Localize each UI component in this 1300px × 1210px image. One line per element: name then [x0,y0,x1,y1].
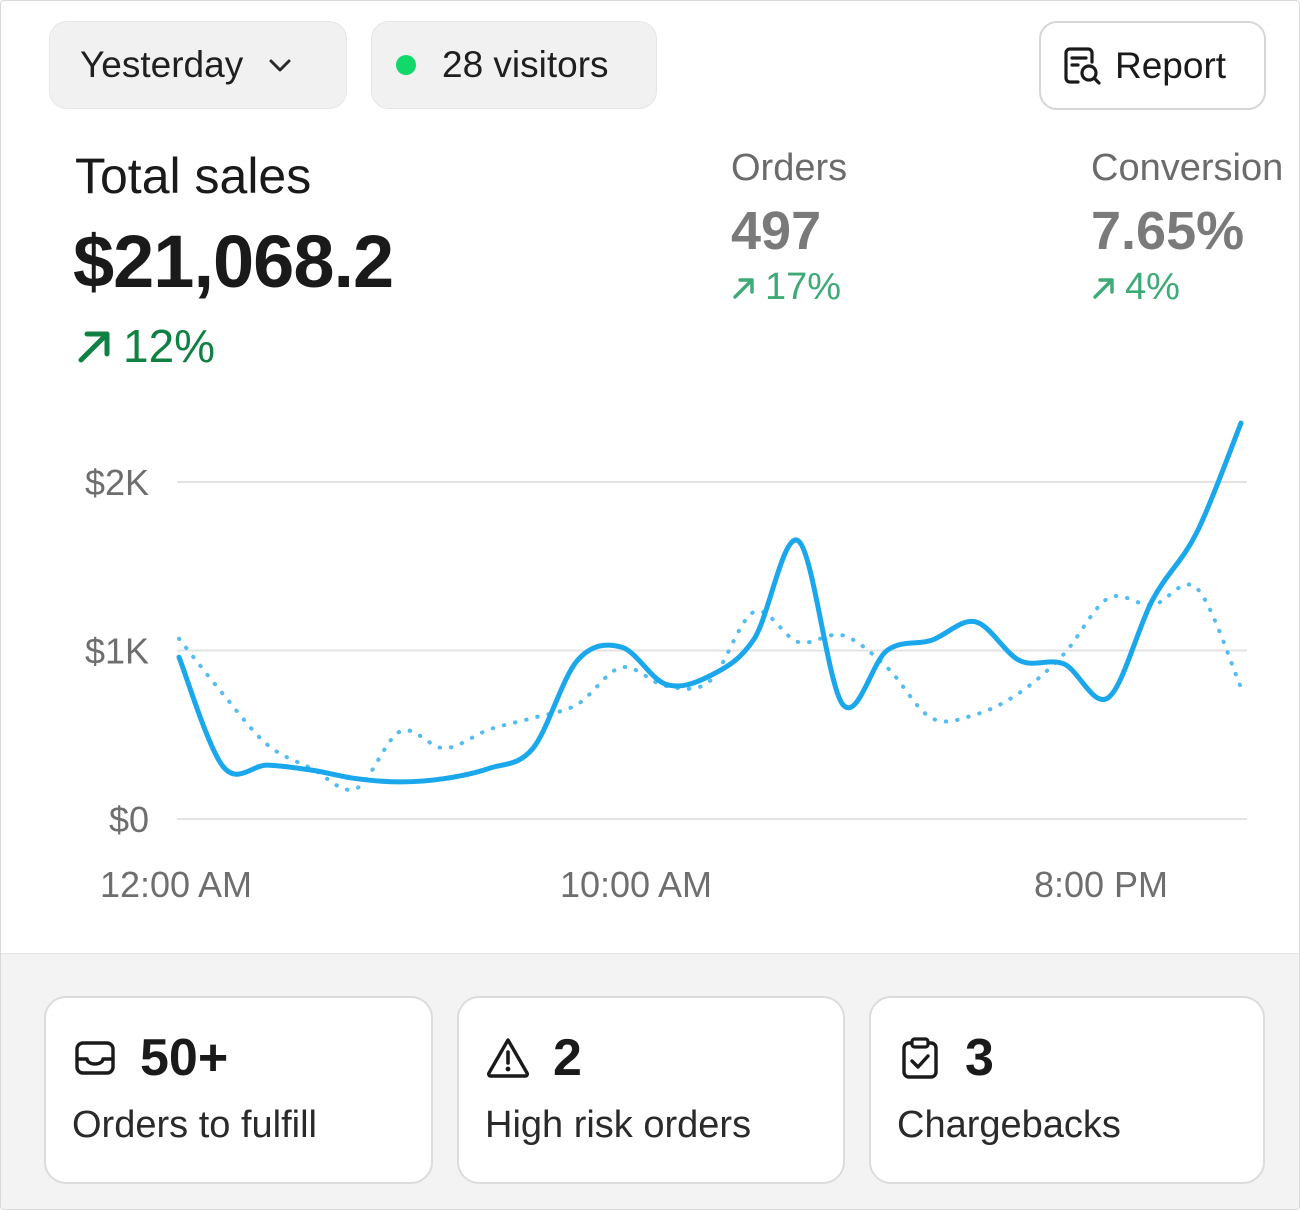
arrow-up-right-icon [731,275,757,301]
current-series-line [176,420,1244,785]
orders-change: 17% [731,266,847,309]
conversion-value: 7.65% [1091,201,1245,261]
high-risk-orders-count: 2 [553,1029,582,1087]
x-tick-label: 12:00 AM [100,864,252,905]
comparison-series-line [177,582,1243,792]
y-tick-label: $0 [109,799,149,840]
orders-change-value: 17% [765,266,842,308]
report-button-label: Report [1115,44,1227,86]
live-dot-icon [396,55,416,75]
action-cards-section: 50+ Orders to fulfill 2 High risk orders [1,953,1299,1209]
alert-triangle-icon [485,1035,531,1081]
orders-value: 497 [731,201,822,261]
date-range-label: Yesterday [80,44,244,85]
arrow-up-right-icon [1091,275,1117,301]
y-tick-label: $2K [85,462,149,503]
chart-canvas: $2K $1K $0 12:00 AM 10:00 AM 8:00 PM [85,420,1247,905]
conversion-change-value: 4% [1125,266,1180,308]
total-sales-change: 12% [75,319,215,373]
orders-to-fulfill-label: Orders to fulfill [72,1104,317,1146]
total-sales-label: Total sales [75,148,312,204]
clipboard-check-icon [897,1035,943,1081]
date-range-selector[interactable]: Yesterday [49,21,347,109]
high-risk-orders-label: High risk orders [485,1104,752,1146]
report-search-icon [1061,45,1103,87]
x-tick-label: 8:00 PM [1034,864,1168,905]
chargebacks-count: 3 [965,1029,994,1087]
orders-metric[interactable]: Orders 497 17% [731,147,847,309]
high-risk-orders-card[interactable]: 2 High risk orders [457,996,845,1184]
conversion-label: Conversion [1091,147,1284,189]
visitors-count: 28 visitors [442,44,609,85]
chargebacks-label: Chargebacks [897,1104,1121,1146]
conversion-metric[interactable]: Conversion 7.65% 4% [1091,147,1283,309]
chargebacks-card[interactable]: 3 Chargebacks [869,996,1265,1184]
inbox-icon [72,1035,118,1081]
y-tick-label: $1K [85,631,149,672]
orders-label: Orders [731,147,848,189]
orders-to-fulfill-count: 50+ [140,1029,229,1087]
arrow-up-right-icon [75,326,115,366]
live-visitors-badge[interactable]: 28 visitors [371,21,657,109]
chevron-down-icon [265,50,295,80]
report-button[interactable]: Report [1039,21,1266,110]
x-tick-label: 10:00 AM [560,864,712,905]
sales-line-chart: $2K $1K $0 12:00 AM 10:00 AM 8:00 PM [1,391,1299,931]
orders-to-fulfill-card[interactable]: 50+ Orders to fulfill [44,996,433,1184]
conversion-change: 4% [1091,266,1283,309]
total-sales-value: $21,068.2 [73,220,394,303]
total-sales-change-value: 12% [123,320,216,372]
